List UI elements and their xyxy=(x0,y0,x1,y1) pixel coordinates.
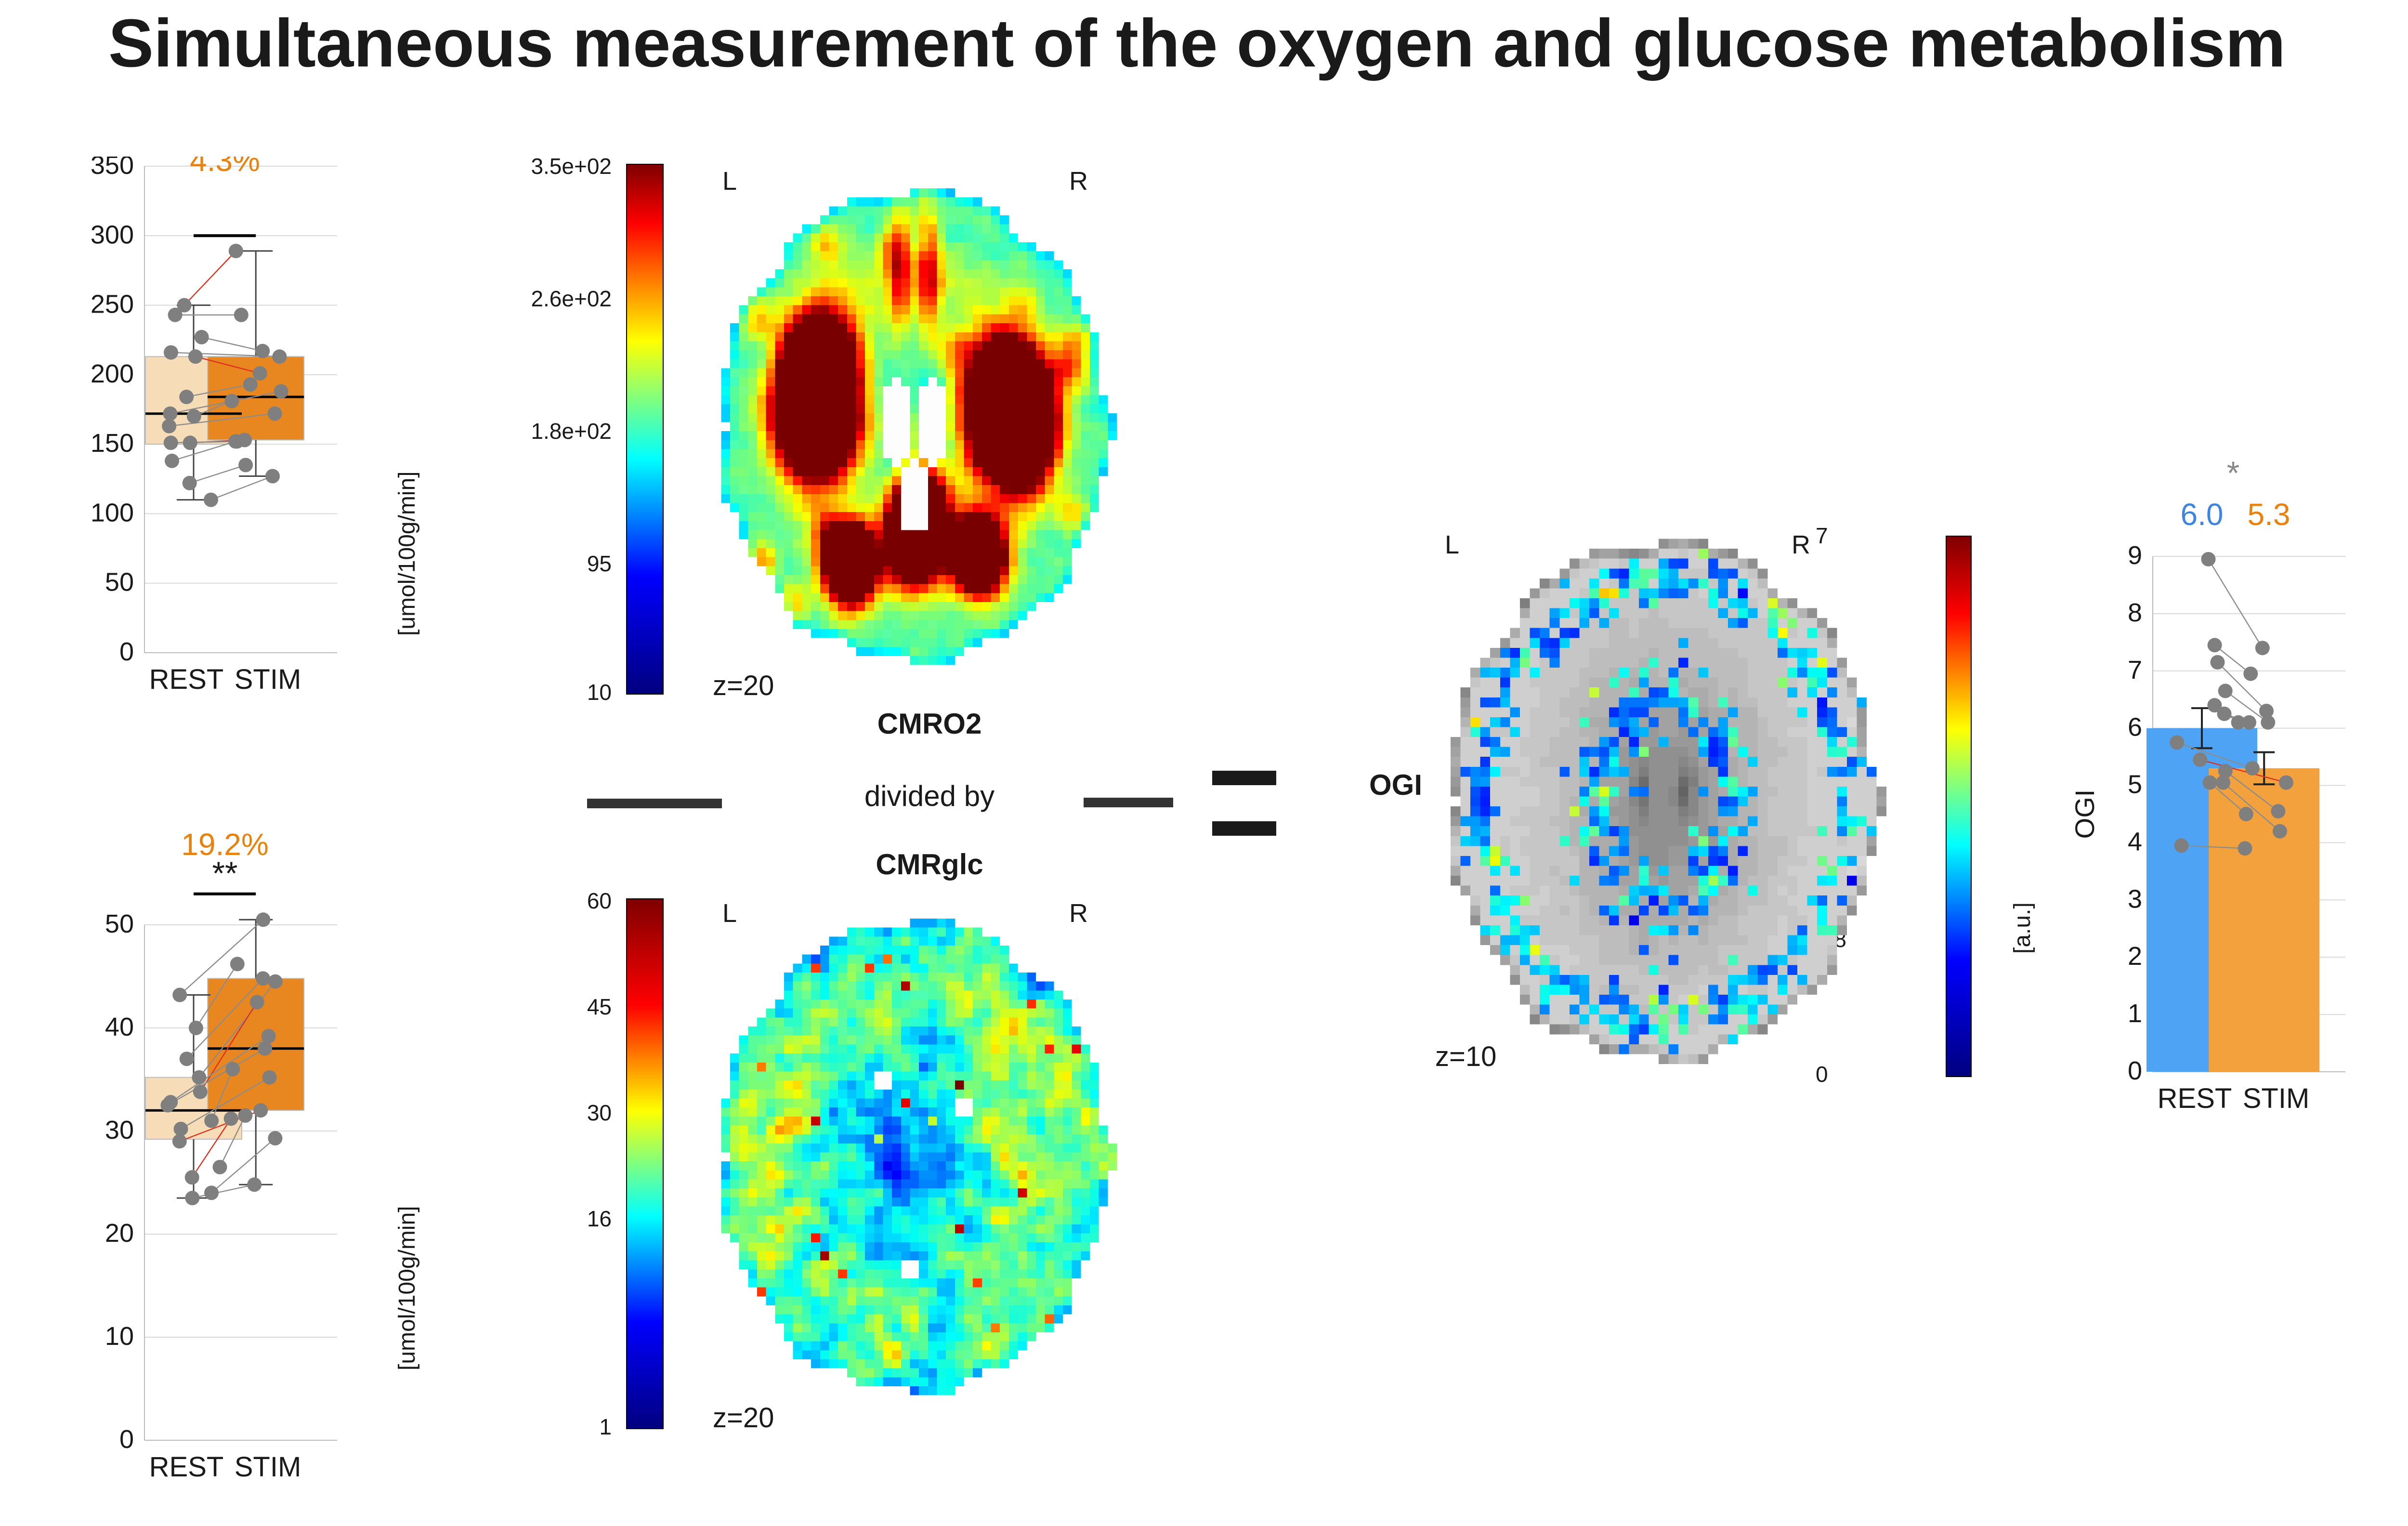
svg-text:8: 8 xyxy=(2128,598,2142,627)
svg-text:40: 40 xyxy=(105,1013,134,1041)
svg-text:5: 5 xyxy=(2128,770,2142,799)
svg-text:5.3: 5.3 xyxy=(2248,497,2290,532)
svg-text:REST: REST xyxy=(149,1451,224,1483)
svg-text:6.0: 6.0 xyxy=(2181,497,2224,532)
svg-text:*: * xyxy=(2227,455,2239,491)
svg-text:STIM: STIM xyxy=(235,1451,301,1483)
svg-text:10: 10 xyxy=(105,1322,134,1351)
svg-text:350: 350 xyxy=(91,157,134,180)
svg-text:STIM: STIM xyxy=(235,664,301,695)
svg-text:7: 7 xyxy=(2128,656,2142,684)
svg-text:200: 200 xyxy=(91,359,134,388)
svg-text:OGI: OGI xyxy=(2069,789,2100,839)
svg-text:30: 30 xyxy=(105,1116,134,1144)
svg-text:3: 3 xyxy=(2128,884,2142,913)
svg-text:250: 250 xyxy=(91,290,134,319)
svg-text:50: 50 xyxy=(105,568,134,597)
svg-text:150: 150 xyxy=(91,429,134,458)
svg-text:4: 4 xyxy=(2128,827,2142,856)
svg-text:19.2%: 19.2% xyxy=(181,827,268,862)
svg-text:50: 50 xyxy=(105,909,134,938)
svg-text:4.3%: 4.3% xyxy=(190,157,260,178)
svg-text:REST: REST xyxy=(149,664,224,695)
svg-text:STIM: STIM xyxy=(2243,1083,2310,1114)
svg-text:2: 2 xyxy=(2128,942,2142,971)
svg-text:0: 0 xyxy=(2128,1056,2142,1085)
svg-text:0: 0 xyxy=(119,1425,134,1454)
svg-text:20: 20 xyxy=(105,1219,134,1248)
svg-text:0: 0 xyxy=(119,637,134,666)
svg-text:100: 100 xyxy=(91,498,134,527)
svg-text:6: 6 xyxy=(2128,713,2142,742)
svg-text:9: 9 xyxy=(2128,541,2142,570)
svg-text:REST: REST xyxy=(2158,1083,2232,1114)
svg-text:1: 1 xyxy=(2128,999,2142,1028)
svg-text:300: 300 xyxy=(91,220,134,249)
